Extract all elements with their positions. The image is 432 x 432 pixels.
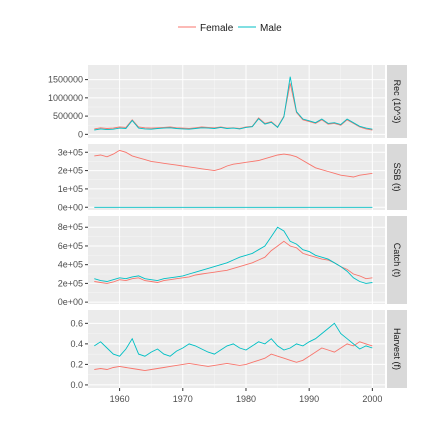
panel-background [88, 310, 385, 388]
y-tick-label: 6e+05 [58, 241, 83, 251]
y-tick-label: 500000 [53, 111, 83, 121]
y-tick-label: 0.0 [70, 380, 83, 390]
y-tick-label: 2e+05 [58, 278, 83, 288]
series-line-female [94, 341, 373, 372]
strip-label: Catch (t) [392, 243, 402, 278]
strip-background [387, 144, 407, 210]
series-line-female [94, 149, 373, 178]
panel-4: 0.6 0.4 0.2 0.0 Harvest (f) [70, 310, 407, 390]
strip-background [387, 310, 407, 388]
y-tick-label: 8e+05 [58, 222, 83, 232]
y-tick-label: 3e+05 [58, 147, 83, 157]
y-tick-label: 0.6 [70, 318, 83, 328]
panel-background [88, 65, 385, 138]
panel-background [88, 144, 385, 210]
x-tick-label: 2000 [362, 394, 382, 404]
legend-label-male: Male [260, 23, 282, 34]
panel-3: 8e+05 6e+05 4e+05 2e+05 0e+00 Catch (t) [58, 216, 407, 307]
strip-label: Rec (10^3) [392, 80, 402, 124]
strip-background [387, 65, 407, 138]
x-tick-label: 1960 [110, 394, 130, 404]
y-tick-label: 2e+05 [58, 166, 83, 176]
panel-background [88, 216, 385, 304]
strip-label: SSB (t) [392, 162, 402, 191]
strip-background [387, 216, 407, 304]
y-tick-label: 0.2 [70, 359, 83, 369]
panel-1: 1500000 1000000 500000 0 Rec (10^3) [48, 65, 407, 139]
y-tick-label: 1500000 [48, 75, 83, 85]
y-tick-label: 0e+00 [58, 297, 83, 307]
x-tick-label: 1990 [299, 394, 319, 404]
y-tick-label: 1000000 [48, 93, 83, 103]
series-line-male [94, 226, 373, 284]
y-tick-label: 4e+05 [58, 260, 83, 270]
series-line-male [94, 76, 373, 131]
x-axis: 1960 1970 1980 1990 2000 [110, 388, 382, 404]
y-tick-label: 1e+05 [58, 184, 83, 194]
y-tick-label: 0e+00 [58, 202, 83, 212]
series-line-female [94, 240, 373, 284]
y-tick-label: 0.4 [70, 339, 83, 349]
strip-label: Harvest (f) [392, 328, 402, 370]
x-tick-label: 1980 [236, 394, 256, 404]
x-tick-label: 1970 [173, 394, 193, 404]
legend: Female Male [178, 23, 282, 34]
series-line-male [94, 322, 373, 357]
y-tick-label: 0 [78, 129, 83, 139]
panel-2: 3e+05 2e+05 1e+05 0e+00 SSB (t) [58, 144, 407, 212]
legend-label-female: Female [200, 23, 234, 34]
